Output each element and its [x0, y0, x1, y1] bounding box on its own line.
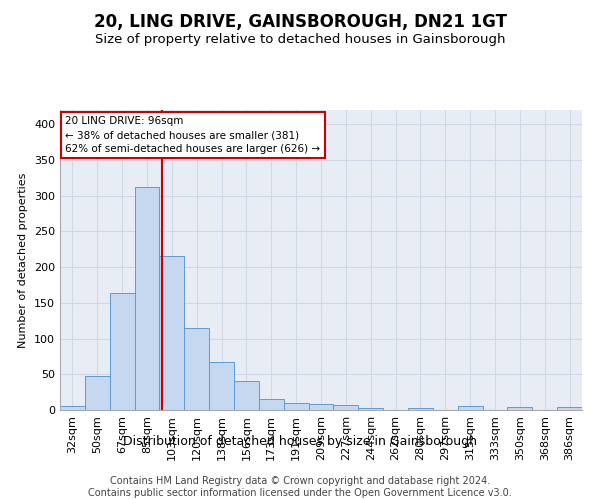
Bar — [308, 404, 334, 410]
Bar — [408, 408, 433, 410]
Bar — [508, 407, 532, 410]
Bar — [160, 256, 184, 410]
Bar — [60, 406, 85, 410]
Bar — [334, 405, 358, 410]
Bar — [458, 406, 482, 410]
Bar — [85, 376, 110, 410]
Bar — [284, 403, 308, 410]
Bar — [358, 408, 383, 410]
Text: Contains HM Land Registry data © Crown copyright and database right 2024.
Contai: Contains HM Land Registry data © Crown c… — [88, 476, 512, 498]
Text: 20 LING DRIVE: 96sqm
← 38% of detached houses are smaller (381)
62% of semi-deta: 20 LING DRIVE: 96sqm ← 38% of detached h… — [65, 116, 320, 154]
Text: Distribution of detached houses by size in Gainsborough: Distribution of detached houses by size … — [123, 435, 477, 448]
Text: Size of property relative to detached houses in Gainsborough: Size of property relative to detached ho… — [95, 32, 505, 46]
Text: 20, LING DRIVE, GAINSBOROUGH, DN21 1GT: 20, LING DRIVE, GAINSBOROUGH, DN21 1GT — [94, 12, 506, 30]
Bar — [234, 382, 259, 410]
Bar — [110, 293, 134, 410]
Bar — [557, 407, 582, 410]
Bar — [209, 362, 234, 410]
Bar — [184, 328, 209, 410]
Bar — [134, 187, 160, 410]
Y-axis label: Number of detached properties: Number of detached properties — [19, 172, 28, 348]
Bar — [259, 398, 284, 410]
